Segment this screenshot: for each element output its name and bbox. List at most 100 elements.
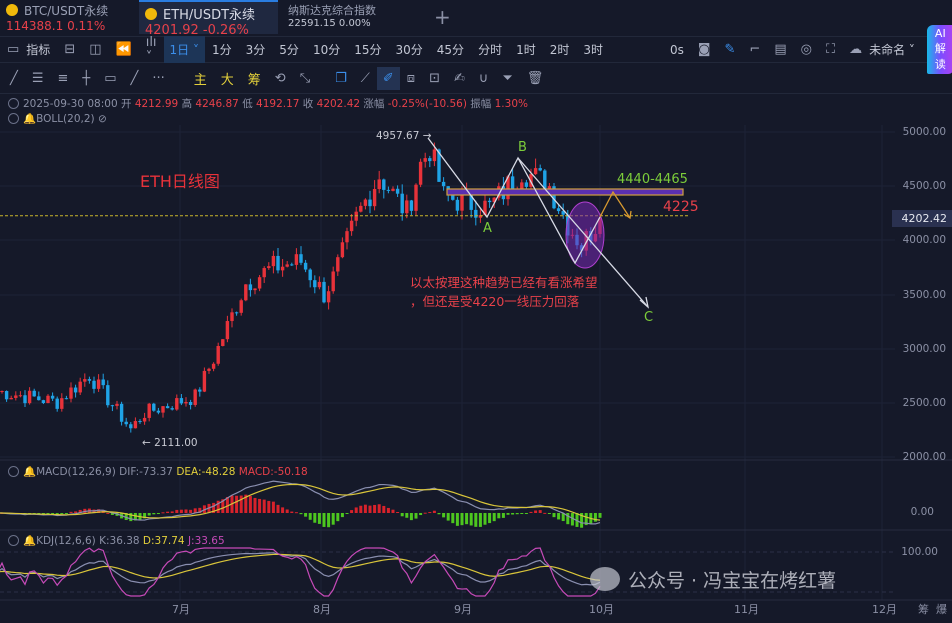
- candle-body: [221, 339, 225, 346]
- magnet-icon[interactable]: ⧈: [406, 71, 416, 86]
- note-icon[interactable]: ✍: [453, 71, 465, 86]
- horizontal-line-icon[interactable]: ┼: [82, 71, 91, 86]
- measure-icon[interactable]: ⤡: [299, 71, 311, 86]
- tab-change: 0.11%: [67, 19, 106, 33]
- candle-body: [101, 379, 105, 386]
- add-tab-icon[interactable]: +: [434, 5, 451, 29]
- candle-body: [299, 254, 303, 263]
- replay-icon[interactable]: ⏪: [115, 42, 132, 57]
- tab-change: 0.00%: [338, 18, 371, 29]
- indicator-icon[interactable]: ▭: [7, 42, 20, 57]
- screen-icon[interactable]: ▤: [774, 42, 787, 57]
- candle-body: [506, 176, 510, 200]
- copy-icon[interactable]: ❐: [335, 71, 347, 86]
- ray-icon[interactable]: ╱: [130, 71, 139, 86]
- filter-icon[interactable]: ⏷: [502, 71, 513, 86]
- cloud-icon[interactable]: ☁: [849, 42, 863, 57]
- trash-icon[interactable]: 🗑: [526, 71, 544, 86]
- interval-select[interactable]: 1日 ˅: [163, 36, 206, 63]
- kdj-tick: 100.00: [901, 546, 938, 558]
- collapse-icon[interactable]: [8, 113, 19, 124]
- interval-2h[interactable]: 2时: [549, 43, 570, 57]
- candle-body: [492, 197, 496, 203]
- macd-bar: [216, 500, 220, 513]
- pencil-icon[interactable]: ✎: [724, 42, 736, 57]
- collapse-icon[interactable]: [8, 535, 19, 546]
- main-force-button[interactable]: 主: [193, 73, 207, 88]
- candle-body: [441, 181, 446, 187]
- chips-button[interactable]: 筹: [247, 73, 261, 88]
- candle-body: [244, 284, 248, 301]
- big-order-button[interactable]: 大: [220, 73, 234, 88]
- interval-1m[interactable]: 1分: [212, 43, 232, 57]
- interval-45m[interactable]: 45分: [436, 43, 465, 57]
- macd-dea-line: [0, 483, 601, 521]
- more-icon[interactable]: ···: [152, 71, 165, 86]
- snap-icon[interactable]: ∪: [478, 71, 489, 86]
- candle-body: [133, 421, 138, 429]
- interval-5m[interactable]: 5分: [279, 43, 299, 57]
- rectangle-icon[interactable]: ▭: [104, 71, 117, 86]
- tab-nasdaq[interactable]: 纳斯达克综合指数 22591.15 0.00%: [282, 0, 422, 34]
- interval-15m[interactable]: 15分: [354, 43, 382, 57]
- candle-body: [18, 395, 23, 397]
- layout-icon[interactable]: ◫: [89, 42, 102, 57]
- candle-body: [230, 312, 234, 322]
- arrowhead-icon: [623, 210, 632, 220]
- sync-icon[interactable]: ⟲: [274, 71, 286, 86]
- btc-coin-icon: [6, 4, 18, 16]
- hide-icon[interactable]: ⊘: [97, 113, 107, 125]
- current-price-tag: 4202.42: [891, 210, 952, 227]
- amplitude-label: 振幅: [470, 98, 492, 110]
- month-tick: 7月: [172, 603, 190, 616]
- interval-10m[interactable]: 10分: [312, 43, 341, 57]
- lock-icon[interactable]: ⊡: [429, 71, 440, 86]
- chart-type-icon[interactable]: ılı ˅: [145, 34, 157, 65]
- fib-icon[interactable]: ≡: [57, 71, 69, 86]
- tab-eth[interactable]: ETH/USDT永续 4201.92 -0.26%: [139, 0, 278, 38]
- interval-3h[interactable]: 3时: [583, 43, 603, 57]
- chips-toggle[interactable]: 筹: [918, 603, 929, 616]
- candle-body: [184, 401, 188, 404]
- burst-toggle[interactable]: 爆: [936, 603, 947, 616]
- crop-icon[interactable]: ⌐: [749, 42, 761, 57]
- interval-30m[interactable]: 30分: [395, 43, 423, 57]
- collapse-icon[interactable]: [8, 98, 19, 109]
- interval-3m[interactable]: 3分: [245, 43, 266, 57]
- candle-body: [175, 398, 179, 410]
- camera-icon[interactable]: ◙: [697, 42, 711, 57]
- candle-body: [538, 168, 542, 171]
- interval-1h[interactable]: 1时: [516, 43, 536, 57]
- candle-body: [64, 398, 69, 400]
- ruler-icon[interactable]: ⟋: [360, 71, 370, 86]
- trend-line-icon[interactable]: ╱: [10, 71, 18, 86]
- candle-body: [423, 158, 427, 162]
- brush-icon[interactable]: ✐: [376, 67, 400, 90]
- macd-bar: [221, 499, 225, 513]
- month-tick: 8月: [313, 603, 331, 616]
- settings-icon[interactable]: ◎: [800, 42, 812, 57]
- layout-name-select[interactable]: 未命名 ˅: [869, 43, 915, 57]
- indicators-button[interactable]: 指标: [26, 43, 51, 57]
- macd-bar: [97, 509, 101, 513]
- macd-bar: [580, 513, 584, 528]
- resistance-zone: [446, 188, 684, 196]
- interval-timeline[interactable]: 分时: [478, 43, 503, 57]
- macd-bar: [377, 504, 381, 513]
- resistance-zone-label: 4440-4465: [617, 172, 688, 187]
- candle-body: [409, 200, 414, 211]
- tab-btc[interactable]: BTC/USDT永续 114388.1 0.11%: [0, 0, 135, 34]
- template-icon[interactable]: ⊟: [64, 42, 76, 57]
- parallel-lines-icon[interactable]: ☰: [31, 71, 44, 86]
- month-tick: 10月: [589, 603, 614, 616]
- candle-body: [188, 401, 193, 405]
- ai-analysis-button[interactable]: AI解读: [926, 25, 952, 74]
- collapse-icon[interactable]: [8, 466, 19, 477]
- macd-dif: DIF:-73.37: [119, 466, 173, 478]
- kdj-k: K:36.38: [99, 535, 140, 547]
- candle-body: [262, 268, 266, 278]
- fullscreen-icon[interactable]: ⛶: [825, 42, 836, 57]
- projection-path: [599, 190, 631, 219]
- macd-bar: [455, 513, 459, 526]
